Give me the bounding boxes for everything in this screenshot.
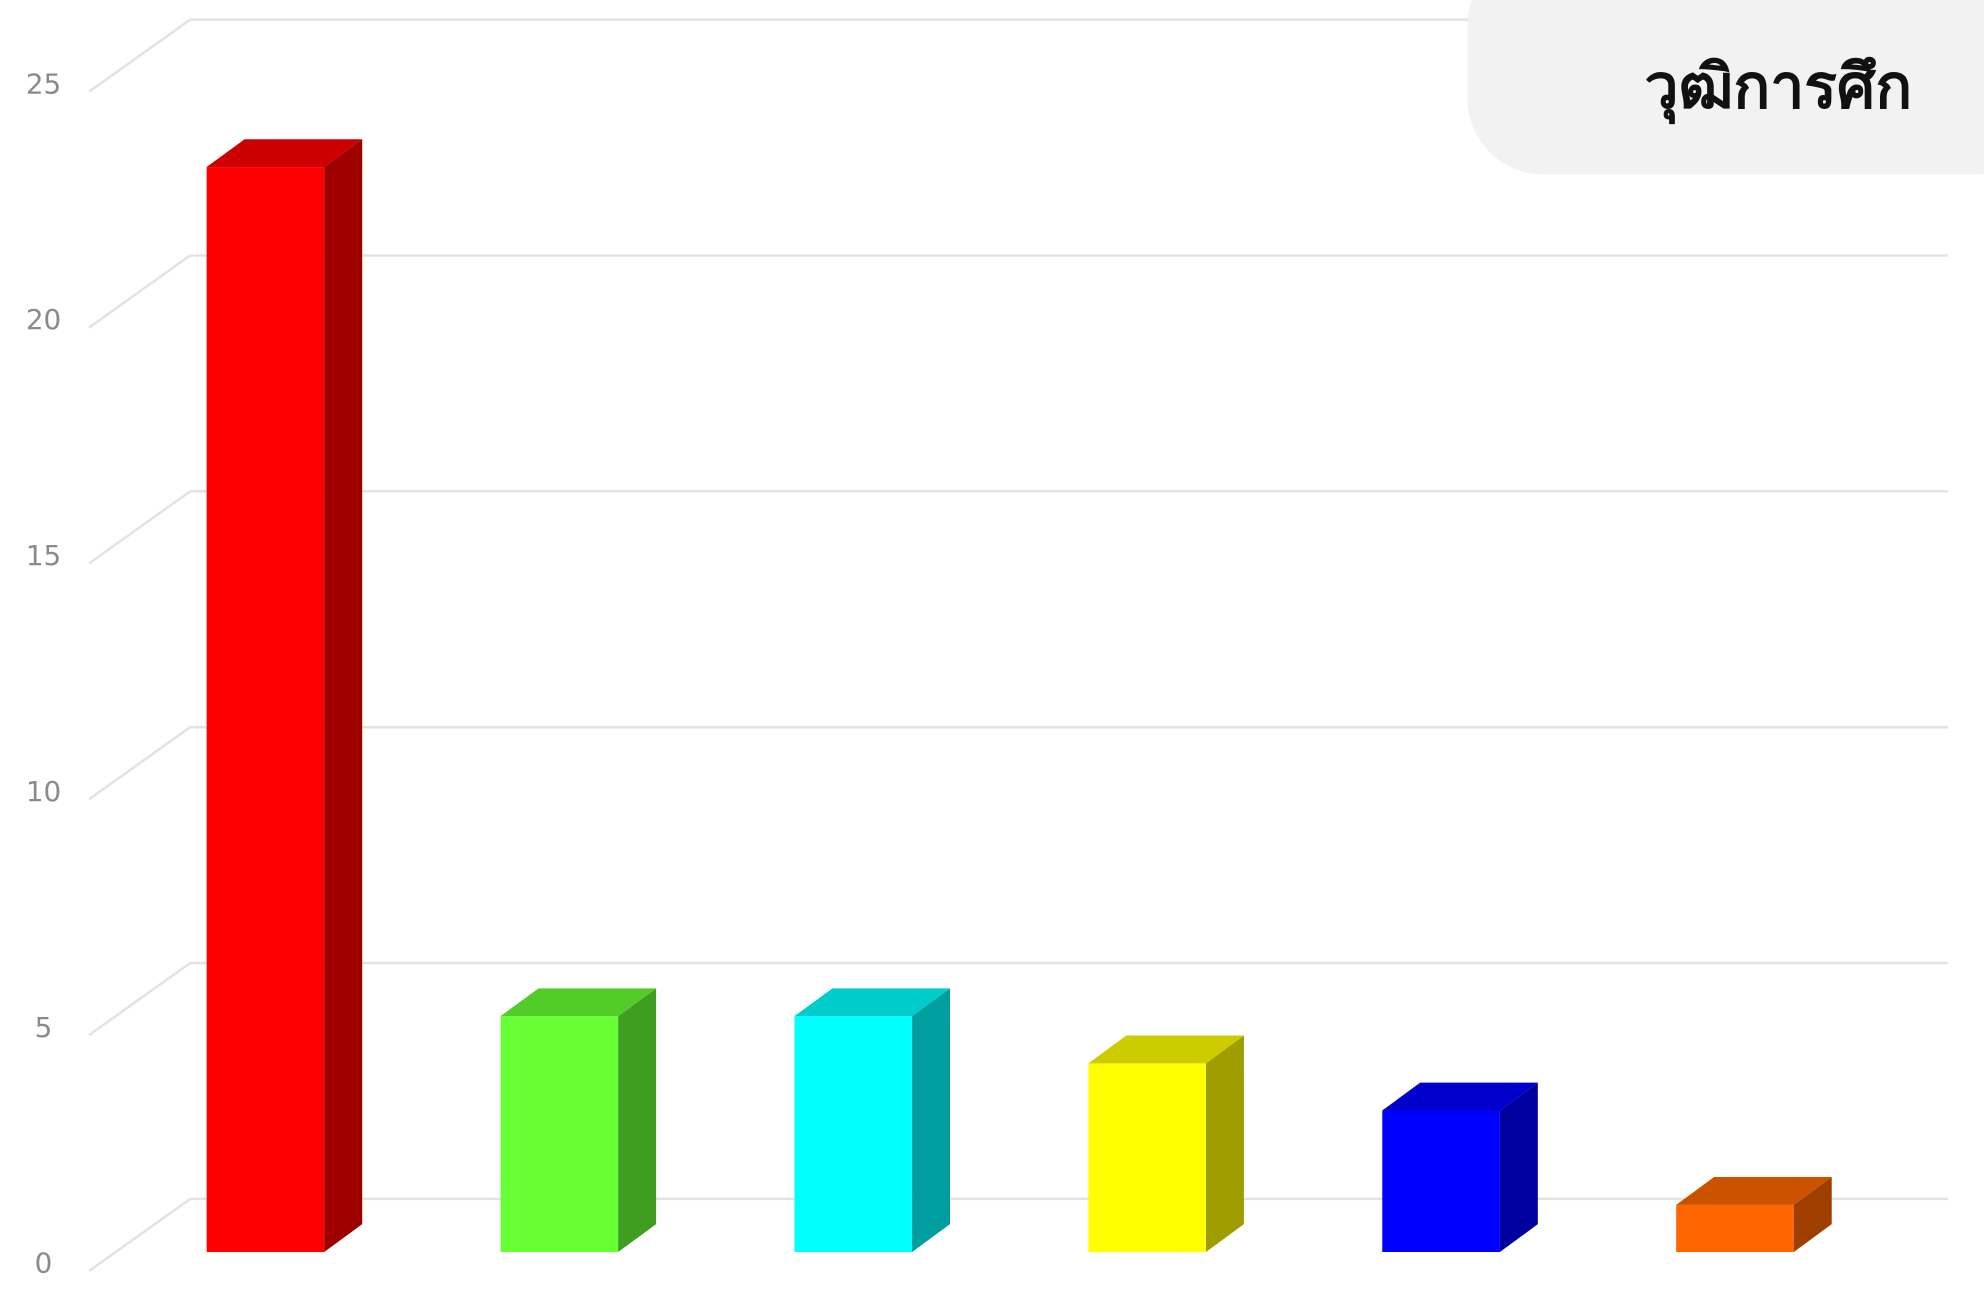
bar-side — [1499, 1082, 1538, 1253]
y-tick-label: 5 — [35, 1011, 53, 1044]
grid-line — [88, 18, 191, 93]
y-tick-label: 15 — [26, 539, 61, 572]
bar-top — [500, 988, 657, 1017]
grid-line — [88, 1197, 191, 1273]
bar-side — [1793, 1177, 1832, 1253]
bar-group — [794, 988, 951, 1253]
grid-line — [88, 490, 191, 565]
bar — [500, 1016, 619, 1253]
bar-top — [1088, 1035, 1244, 1064]
y-tick-label: 20 — [26, 303, 61, 336]
bar — [1676, 1204, 1794, 1253]
bar-side — [912, 988, 951, 1253]
bar — [794, 1016, 913, 1253]
bar — [206, 167, 325, 1253]
bar-top — [1382, 1082, 1538, 1111]
bar-top — [794, 988, 951, 1017]
bar-top — [1676, 1177, 1832, 1205]
grid-line — [88, 254, 191, 329]
bar-group — [500, 988, 657, 1253]
bar-group — [1382, 1082, 1538, 1253]
bar-side — [1205, 1035, 1244, 1253]
bar-group — [1676, 1177, 1832, 1253]
bar-group — [1088, 1035, 1244, 1253]
grid-line — [88, 726, 191, 801]
grid-line — [88, 961, 191, 1037]
bar-side — [618, 988, 657, 1253]
bar-group — [206, 139, 363, 1253]
grid: 0 5 10 15 20 25 — [26, 18, 1949, 1280]
chart-title: วุฒิการศึก — [1645, 53, 1913, 125]
y-tick-label: 10 — [26, 775, 61, 808]
bar — [1088, 1063, 1206, 1253]
bar-top — [206, 139, 363, 168]
bar — [1382, 1110, 1500, 1253]
bar-side — [324, 139, 363, 1253]
y-tick-label: 25 — [26, 67, 61, 100]
bars — [206, 139, 1832, 1253]
y-tick-label: 0 — [35, 1247, 53, 1280]
title-box — [1467, 0, 1984, 175]
